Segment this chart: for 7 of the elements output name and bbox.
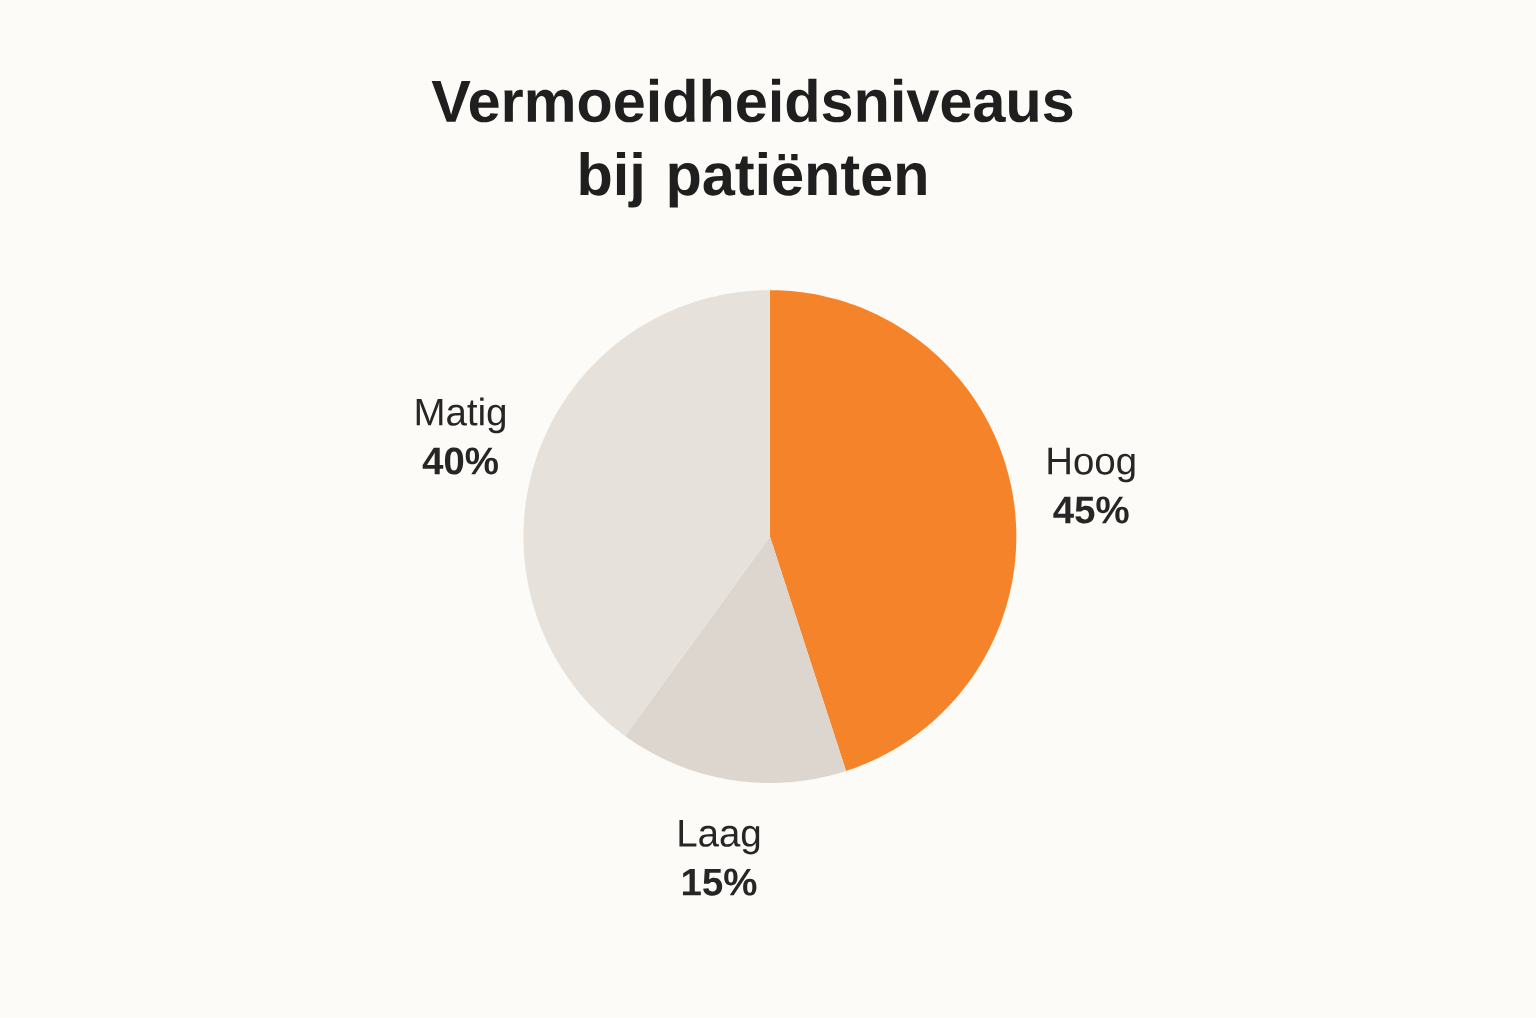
data-label: 45% — [1053, 496, 1129, 524]
data-label: 40% — [422, 447, 498, 475]
slice-label: Laag — [679, 820, 760, 855]
data-label: 15% — [682, 868, 757, 896]
slice-label: Hoog — [1048, 448, 1135, 483]
chart-title: Vermoeidheidsniveaus bij patiënten — [431, 79, 1073, 208]
slice-label: Matig — [416, 397, 506, 434]
